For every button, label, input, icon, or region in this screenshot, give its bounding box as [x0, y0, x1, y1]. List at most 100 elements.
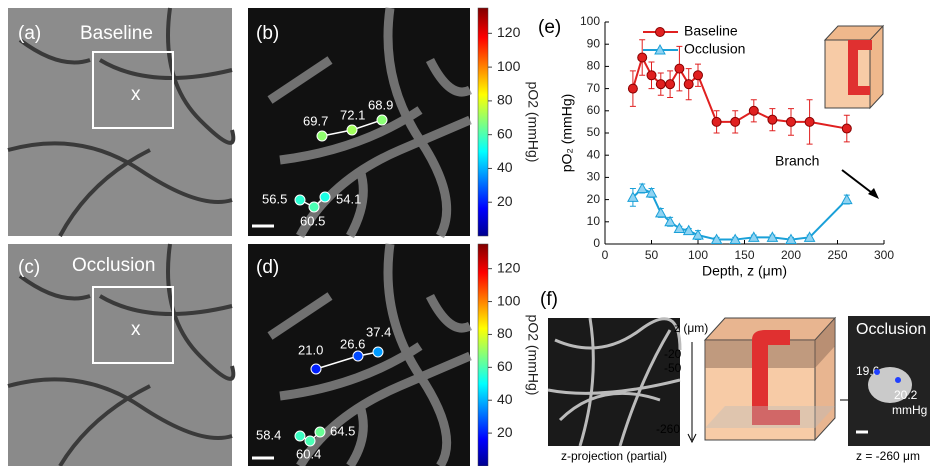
colorbar: [477, 7, 489, 237]
colorbar-tick-label: 80: [497, 92, 513, 108]
vessel: [7, 243, 236, 466]
y-tick-label: 30: [587, 170, 601, 184]
y-axis-label: pO₂ (mmHg): [559, 94, 575, 173]
series-line: [632, 187, 848, 241]
value-label: 37.4: [366, 324, 391, 339]
marker: [804, 116, 815, 127]
panel-title: Baseline: [80, 23, 153, 44]
point: [304, 435, 316, 447]
colorbar-tick-label: 100: [497, 58, 521, 74]
inset-title: Occlusion: [856, 321, 926, 338]
value-label: 58.4: [256, 427, 281, 442]
marker: [692, 229, 704, 240]
x-tick-label: 50: [645, 248, 659, 262]
marker: [785, 233, 797, 245]
marker: [786, 116, 796, 127]
marker: [636, 182, 649, 193]
x-tick-label: 100: [688, 248, 708, 262]
marker: [683, 79, 694, 90]
marker: [730, 116, 741, 127]
depth-label: -260: [656, 422, 680, 436]
chart-label: (e): [538, 17, 561, 38]
point: [294, 430, 306, 442]
panel-c: (c) Occlusion x: [7, 243, 236, 466]
panel-label: (c): [18, 257, 40, 278]
y-tick-label: 0: [593, 236, 600, 250]
marker: [674, 63, 685, 74]
marker: [693, 70, 703, 81]
x-tick-label: 0: [602, 248, 609, 262]
colorbar-tick-label: 20: [497, 193, 513, 209]
marker: [766, 231, 779, 242]
colorbar-label: pO2 (mmHg): [525, 82, 541, 163]
marker: [664, 215, 676, 227]
value-label: 26.6: [340, 336, 365, 351]
point: [319, 191, 331, 203]
colorbar-tick-label: 100: [497, 292, 521, 308]
y-tick-label: 70: [587, 81, 601, 95]
depth-label: -50: [664, 361, 682, 375]
marker: [729, 233, 742, 245]
point: [310, 363, 322, 375]
axis-label: z (μm): [674, 321, 708, 335]
image: [548, 318, 680, 446]
depth-label: -20: [664, 347, 682, 361]
roi-box: [92, 51, 174, 129]
marker: [665, 79, 676, 90]
value-label: 56.5: [262, 191, 287, 206]
panel-f: (f) z-projection (partial) z (μm) Occlus…: [540, 289, 930, 463]
point: [895, 377, 901, 383]
marker: [840, 193, 853, 205]
panel-label: (f): [540, 289, 558, 310]
legend-marker: [654, 43, 666, 55]
z-arrow: [687, 433, 697, 444]
y-tick-label: 90: [587, 36, 601, 50]
marker: [637, 52, 648, 63]
roi-box: [92, 286, 174, 364]
vessel: [267, 243, 473, 466]
value-label: 54.1: [336, 191, 361, 206]
marker: [646, 70, 657, 81]
arrow-head: [868, 188, 879, 199]
marker: [710, 233, 723, 245]
colorbar-tick-label: 20: [497, 424, 513, 440]
inset-cube: [823, 24, 885, 110]
panel-title: Occlusion: [72, 255, 155, 276]
image: [8, 244, 232, 466]
colorbar-tick-label: 40: [497, 159, 513, 175]
x-axis-label: Depth, z (μm): [702, 263, 787, 279]
marker: x: [131, 84, 141, 105]
colorbar-label: pO2 (mmHg): [525, 315, 541, 396]
marker: [645, 186, 658, 198]
colorbar-tick-label: 60: [497, 358, 513, 374]
point: [308, 201, 320, 213]
vessel: [547, 317, 682, 447]
value-label: 72.1: [340, 107, 365, 122]
legend-label: Occlusion: [684, 41, 745, 57]
point: [316, 130, 328, 142]
y-tick-label: 40: [587, 147, 601, 161]
marker: [627, 83, 638, 94]
point: [346, 124, 358, 136]
y-tick-label: 80: [587, 59, 601, 73]
series-line: [631, 54, 847, 130]
vessel: [267, 7, 473, 239]
marker: [673, 222, 686, 233]
x-tick-label: 250: [827, 248, 847, 262]
y-tick-label: 20: [587, 192, 601, 206]
marker: [767, 114, 778, 125]
panel-label: (b): [256, 23, 279, 44]
y-tick-label: 10: [587, 214, 601, 228]
unit: mmHg: [892, 403, 927, 417]
value-label: 21.0: [298, 342, 323, 357]
x-tick-label: 200: [781, 248, 801, 262]
point: [294, 194, 306, 206]
y-tick-label: 50: [587, 125, 601, 139]
colorbar-tick-label: 40: [497, 391, 513, 407]
legend-label: Baseline: [684, 23, 738, 39]
marker: [655, 79, 666, 90]
y-tick-label: 60: [587, 103, 601, 117]
point: [874, 369, 880, 375]
legend-marker: [655, 27, 665, 37]
point: [352, 350, 364, 362]
